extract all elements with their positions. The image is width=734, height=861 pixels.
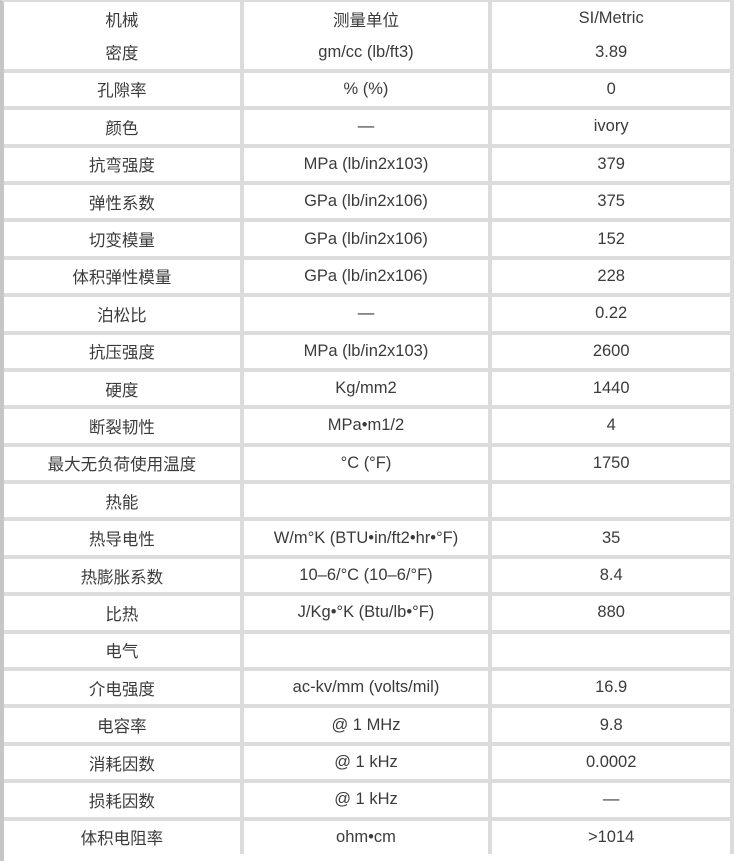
table-row: 颜色 — ivory bbox=[4, 110, 734, 148]
unit-cell: % (%) bbox=[243, 72, 493, 111]
unit-cell: J/Kg•°K (Btu/lb•°F) bbox=[243, 596, 493, 634]
unit-cell bbox=[243, 484, 493, 522]
unit-cell: MPa (lb/in2x103) bbox=[243, 334, 493, 372]
table-row: 硬度 Kg/mm2 1440 bbox=[4, 371, 734, 410]
table-row: 切变模量 GPa (lb/in2x106) 152 bbox=[4, 222, 734, 260]
unit-cell: ohm•cm bbox=[244, 820, 493, 854]
property-cell: 比热 bbox=[4, 596, 244, 634]
unit-cell: 10–6/°C (10–6/°F) bbox=[243, 558, 493, 597]
table-body: 密度 gm/cc (lb/ft3) 3.89 孔隙率 % (%) 0 颜色 — … bbox=[4, 35, 734, 854]
property-cell: 损耗因数 bbox=[4, 783, 244, 821]
table-row: 热能 bbox=[4, 484, 734, 522]
table-row: 热膨胀系数 10–6/°C (10–6/°F) 8.4 bbox=[4, 558, 734, 597]
table-row: 热导电性 W/m°K (BTU•in/ft2•hr•°F) 35 bbox=[4, 521, 734, 559]
table-row: 电容率 @ 1 MHz 9.8 bbox=[4, 708, 734, 746]
table-row: 孔隙率 % (%) 0 bbox=[4, 72, 734, 111]
value-cell: 228 bbox=[492, 259, 734, 298]
property-cell: 电气 bbox=[4, 633, 244, 672]
value-cell: 8.4 bbox=[492, 558, 734, 597]
value-cell: 880 bbox=[492, 596, 734, 634]
properties-table: 机械 测量单位 SI/Metric 密度 gm/cc (lb/ft3) 3.89… bbox=[4, 2, 734, 854]
value-cell: >1014 bbox=[492, 820, 734, 854]
property-cell: 热导电性 bbox=[4, 521, 244, 559]
unit-cell: gm/cc (lb/ft3) bbox=[243, 35, 493, 73]
table-row: 密度 gm/cc (lb/ft3) 3.89 bbox=[4, 35, 734, 73]
table-row: 体积弹性模量 GPa (lb/in2x106) 228 bbox=[4, 259, 734, 298]
property-cell: 热膨胀系数 bbox=[4, 558, 244, 597]
unit-cell: Kg/mm2 bbox=[243, 371, 493, 410]
unit-cell: GPa (lb/in2x106) bbox=[243, 222, 493, 260]
property-cell: 热能 bbox=[4, 484, 244, 522]
value-cell: 1440 bbox=[492, 371, 734, 410]
unit-cell bbox=[243, 633, 493, 672]
table-row: 断裂韧性 MPa•m1/2 4 bbox=[4, 409, 734, 447]
property-cell: 体积弹性模量 bbox=[4, 259, 244, 298]
property-cell: 最大无负荷使用温度 bbox=[4, 446, 244, 485]
property-cell: 断裂韧性 bbox=[4, 409, 244, 447]
table-row: 损耗因数 @ 1 kHz — bbox=[4, 783, 734, 821]
table-row: 抗压强度 MPa (lb/in2x103) 2600 bbox=[4, 334, 734, 372]
table-row: 最大无负荷使用温度 °C (°F) 1750 bbox=[4, 446, 734, 485]
unit-cell: MPa•m1/2 bbox=[243, 409, 493, 447]
header-cell-measurement-unit: 测量单位 bbox=[244, 2, 493, 36]
property-cell: 密度 bbox=[4, 35, 244, 73]
unit-cell: @ 1 kHz bbox=[243, 745, 493, 784]
property-cell: 切变模量 bbox=[4, 222, 244, 260]
value-cell: 16.9 bbox=[492, 671, 734, 709]
header-row: 机械 测量单位 SI/Metric bbox=[4, 2, 734, 36]
property-cell: 抗弯强度 bbox=[4, 147, 244, 185]
property-cell: 电容率 bbox=[4, 708, 244, 746]
table-row: 抗弯强度 MPa (lb/in2x103) 379 bbox=[4, 147, 734, 185]
unit-cell: @ 1 MHz bbox=[243, 708, 493, 746]
value-cell: 0.0002 bbox=[492, 745, 734, 784]
unit-cell: W/m°K (BTU•in/ft2•hr•°F) bbox=[243, 521, 493, 559]
unit-cell: °C (°F) bbox=[243, 446, 493, 485]
unit-cell: GPa (lb/in2x106) bbox=[243, 259, 493, 298]
value-cell: 379 bbox=[492, 147, 734, 185]
value-cell: 3.89 bbox=[492, 35, 734, 73]
value-cell: 0.22 bbox=[492, 297, 734, 335]
header-cell-si-metric: SI/Metric bbox=[492, 2, 734, 36]
property-cell: 弹性系数 bbox=[4, 184, 244, 223]
unit-cell: MPa (lb/in2x103) bbox=[243, 147, 493, 185]
table-row: 电气 bbox=[4, 633, 734, 672]
value-cell: ivory bbox=[492, 110, 734, 148]
property-cell: 硬度 bbox=[4, 371, 244, 410]
property-cell: 颜色 bbox=[4, 110, 244, 148]
unit-cell: — bbox=[243, 110, 493, 148]
property-cell: 消耗因数 bbox=[4, 745, 244, 784]
table-row: 比热 J/Kg•°K (Btu/lb•°F) 880 bbox=[4, 596, 734, 634]
table-row: 泊松比 — 0.22 bbox=[4, 297, 734, 335]
property-cell: 泊松比 bbox=[4, 297, 244, 335]
value-cell bbox=[492, 484, 734, 522]
value-cell: — bbox=[492, 783, 734, 821]
table-row: 介电强度 ac-kv/mm (volts/mil) 16.9 bbox=[4, 671, 734, 709]
property-cell: 孔隙率 bbox=[4, 72, 244, 111]
property-cell: 介电强度 bbox=[4, 671, 244, 709]
table-row: 消耗因数 @ 1 kHz 0.0002 bbox=[4, 745, 734, 784]
value-cell: 35 bbox=[492, 521, 734, 559]
table-row: 弹性系数 GPa (lb/in2x106) 375 bbox=[4, 184, 734, 223]
unit-cell: GPa (lb/in2x106) bbox=[243, 184, 493, 223]
value-cell: 2600 bbox=[492, 334, 734, 372]
unit-cell: — bbox=[243, 297, 493, 335]
table-row: 体积电阻率 ohm•cm >1014 bbox=[4, 820, 734, 854]
unit-cell: @ 1 kHz bbox=[243, 783, 493, 821]
value-cell: 152 bbox=[492, 222, 734, 260]
value-cell: 1750 bbox=[492, 446, 734, 485]
value-cell: 375 bbox=[492, 184, 734, 223]
value-cell: 0 bbox=[492, 72, 734, 111]
value-cell: 9.8 bbox=[492, 708, 734, 746]
header-cell-mechanical: 机械 bbox=[4, 2, 244, 36]
value-cell: 4 bbox=[492, 409, 734, 447]
value-cell bbox=[492, 633, 734, 672]
property-cell: 体积电阻率 bbox=[4, 820, 244, 854]
unit-cell: ac-kv/mm (volts/mil) bbox=[243, 671, 493, 709]
property-cell: 抗压强度 bbox=[4, 334, 244, 372]
